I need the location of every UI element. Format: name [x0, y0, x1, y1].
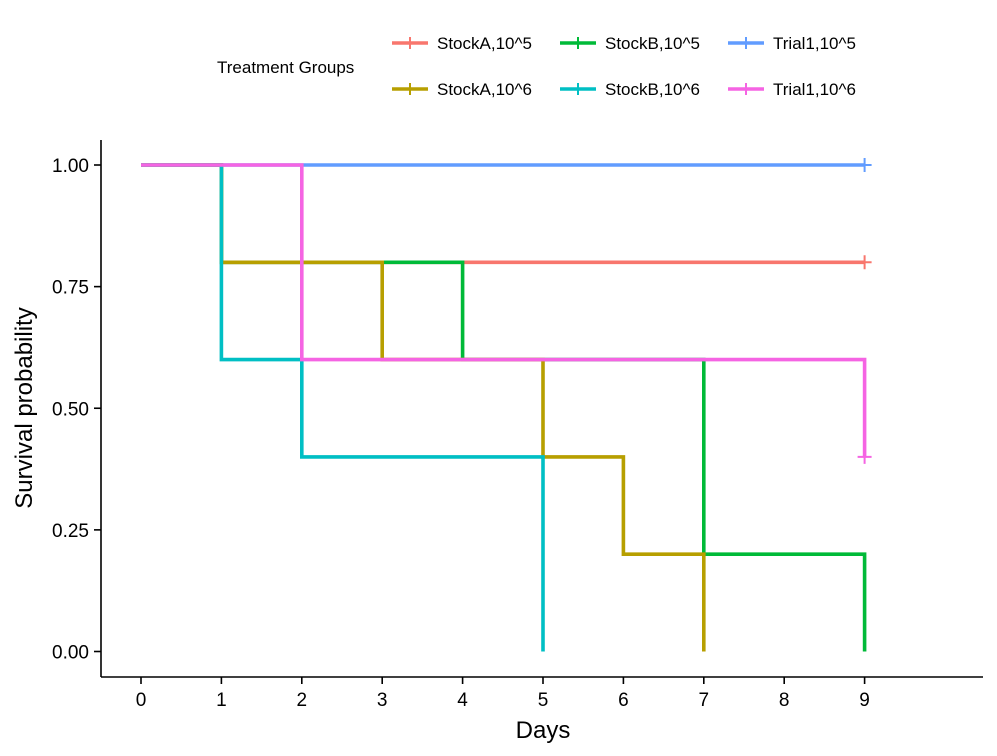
y-tick-label: 0.00: [52, 643, 89, 664]
x-tick-label: 5: [538, 690, 549, 711]
legend-key-cross: [740, 37, 752, 49]
legend: Treatment Groups StockA,10^5 StockB,10^5 T…: [217, 34, 856, 99]
legend-label: Trial1,10^6: [773, 80, 856, 99]
x-tick-label: 9: [859, 690, 870, 711]
x-tick-label: 7: [699, 690, 710, 711]
legend-label: StockB,10^5: [605, 34, 700, 53]
legend-item: StockB,10^6: [560, 80, 700, 99]
y-axis-title: Survival probability: [11, 307, 38, 508]
plot-area: [141, 158, 872, 652]
legend-label: StockB,10^6: [605, 80, 700, 99]
axes: 0.00 0.25 0.50 0.75 1.00 0 1 2 3 4 5 6 7 8 9 Days Sur…: [11, 140, 983, 744]
y-tick-label: 0.75: [52, 278, 89, 299]
censor-mark: [857, 158, 872, 172]
y-tick-label: 0.25: [52, 521, 89, 542]
x-tick-label: 6: [618, 690, 629, 711]
legend-label: Trial1,10^5: [773, 34, 856, 53]
series-line-6: [141, 163, 867, 457]
legend-label: StockA,10^6: [437, 80, 532, 99]
legend-item: Trial1,10^5: [728, 34, 856, 53]
y-tick-label: 0.50: [52, 399, 89, 420]
x-tick-label: 4: [457, 690, 468, 711]
series-line-5: [141, 163, 545, 652]
series-line-2: [141, 163, 867, 652]
censor-mark: [857, 255, 872, 270]
censor-mark: [857, 449, 872, 464]
legend-key-cross: [572, 37, 584, 49]
legend-label: StockA,10^5: [437, 34, 532, 53]
legend-key-cross: [572, 83, 584, 95]
x-tick-label: 0: [136, 690, 147, 711]
legend-item: Trial1,10^6: [728, 80, 856, 99]
x-tick-label: 8: [779, 690, 790, 711]
y-tick-label: 1.00: [52, 156, 89, 177]
legend-key-cross: [404, 83, 416, 95]
x-axis-title: Days: [516, 717, 571, 744]
legend-key-cross: [404, 37, 416, 49]
legend-key-cross: [740, 83, 752, 95]
x-tick-label: 2: [297, 690, 308, 711]
legend-item: StockA,10^5: [392, 34, 532, 53]
x-tick-label: 1: [216, 690, 227, 711]
series-line-4: [141, 163, 706, 652]
series-line-1: [141, 163, 865, 265]
legend-item: StockB,10^5: [560, 34, 700, 53]
legend-title: Treatment Groups: [217, 58, 354, 77]
x-tick-label: 3: [377, 690, 388, 711]
legend-item: StockA,10^6: [392, 80, 532, 99]
